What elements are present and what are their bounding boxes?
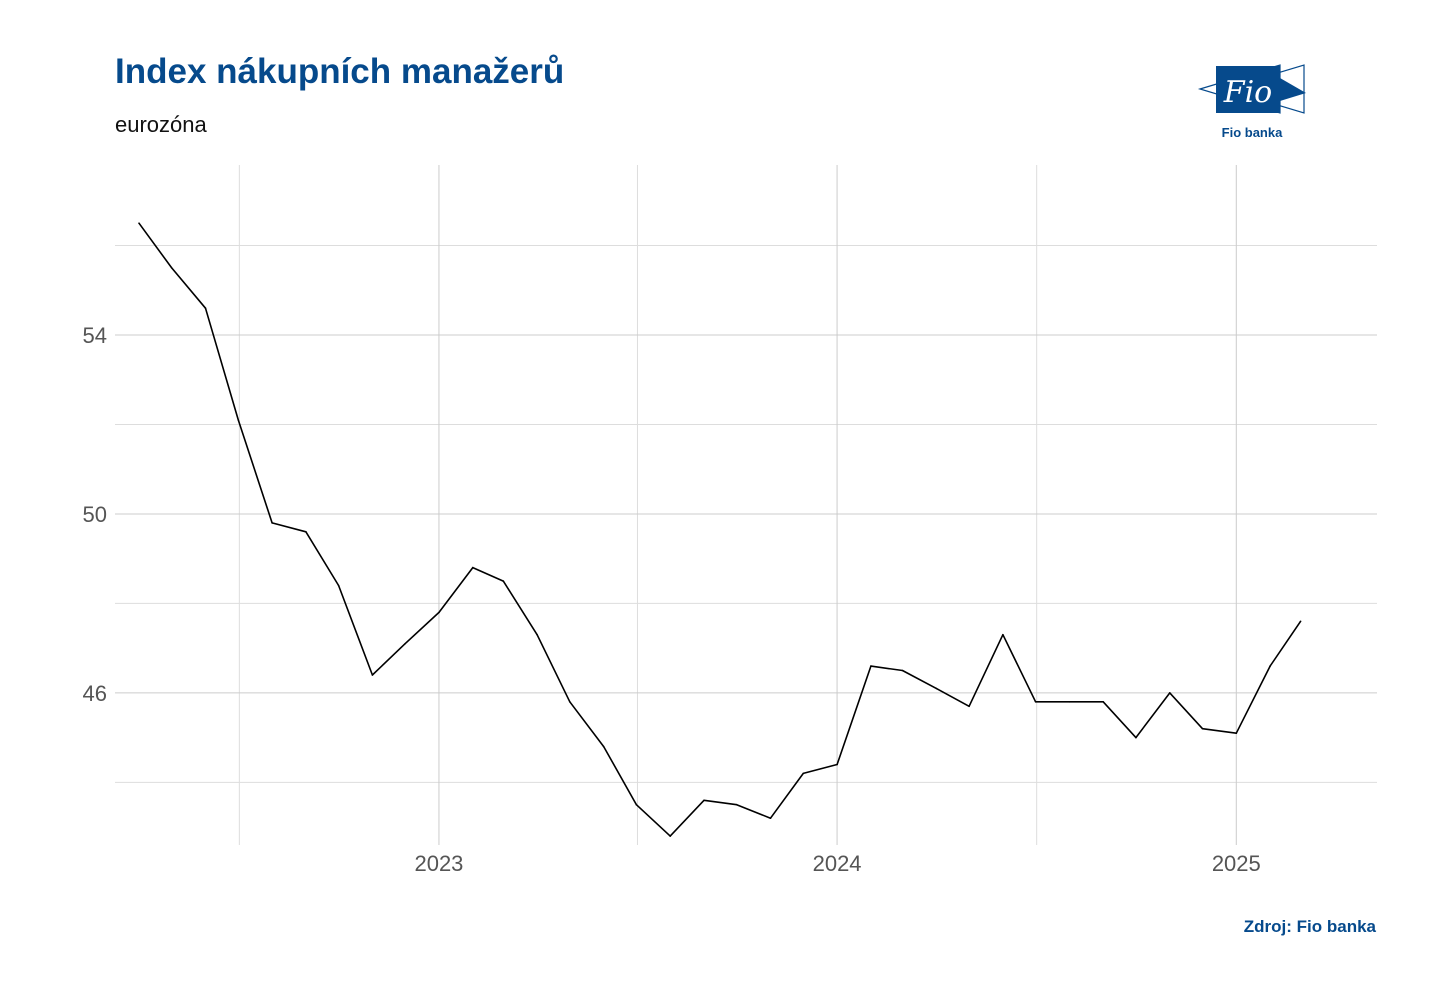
data-point — [1235, 732, 1238, 734]
data-point — [305, 531, 307, 533]
data-point — [237, 419, 240, 421]
data-point — [870, 665, 872, 667]
data-point — [536, 633, 538, 636]
logo-caption: Fio banka — [1221, 125, 1283, 140]
y-tick-label: 54 — [83, 323, 107, 348]
data-point — [1299, 620, 1302, 623]
data-point — [1002, 633, 1004, 636]
chart-subtitle: eurozóna — [115, 112, 207, 137]
data-point — [472, 566, 474, 569]
data-point — [703, 799, 705, 802]
x-tick-label: 2023 — [414, 851, 463, 876]
data-point — [769, 817, 772, 819]
data-point — [569, 701, 571, 703]
series-layer — [138, 222, 1302, 837]
data-point — [138, 222, 140, 224]
fio-banka-logo: Fio — [1197, 64, 1306, 114]
y-tick-label: 50 — [83, 502, 107, 527]
data-point — [968, 705, 970, 708]
data-point — [204, 307, 207, 310]
data-point — [1201, 727, 1204, 730]
series-line — [138, 222, 1302, 837]
major-horizontal-gridlines — [115, 334, 1377, 694]
minor-horizontal-gridlines — [115, 245, 1377, 783]
minor-vertical-gridlines — [238, 165, 1038, 845]
data-point — [337, 584, 340, 587]
y-tick-label: 46 — [83, 681, 107, 706]
data-point — [170, 267, 173, 269]
data-point — [1102, 701, 1104, 703]
data-point — [635, 803, 638, 806]
data-point — [935, 687, 938, 690]
data-point — [901, 669, 904, 672]
data-point — [836, 763, 838, 766]
logo-mark-text: Fio — [1223, 75, 1272, 110]
data-point — [371, 674, 374, 676]
data-point — [669, 835, 671, 837]
y-axis-tick-labels: 46 50 54 — [83, 323, 107, 706]
data-point — [1034, 701, 1037, 703]
x-tick-label: 2025 — [1212, 851, 1261, 876]
data-point — [1068, 701, 1071, 703]
data-point — [1135, 736, 1137, 739]
data-point — [271, 522, 273, 524]
source-note: Zdroj: Fio banka — [1243, 917, 1376, 936]
data-point — [404, 642, 406, 645]
data-point — [438, 611, 440, 614]
data-point — [1169, 692, 1171, 694]
x-axis-tick-labels: 2023 2024 2025 — [414, 851, 1260, 876]
data-point — [802, 772, 805, 775]
data-point — [735, 803, 738, 806]
major-vertical-gridlines — [438, 165, 1237, 845]
x-tick-label: 2024 — [813, 851, 862, 876]
data-point — [502, 580, 505, 582]
data-point — [602, 745, 605, 748]
data-point — [1269, 665, 1271, 667]
chart-title: Index nákupních manažerů — [115, 52, 565, 91]
